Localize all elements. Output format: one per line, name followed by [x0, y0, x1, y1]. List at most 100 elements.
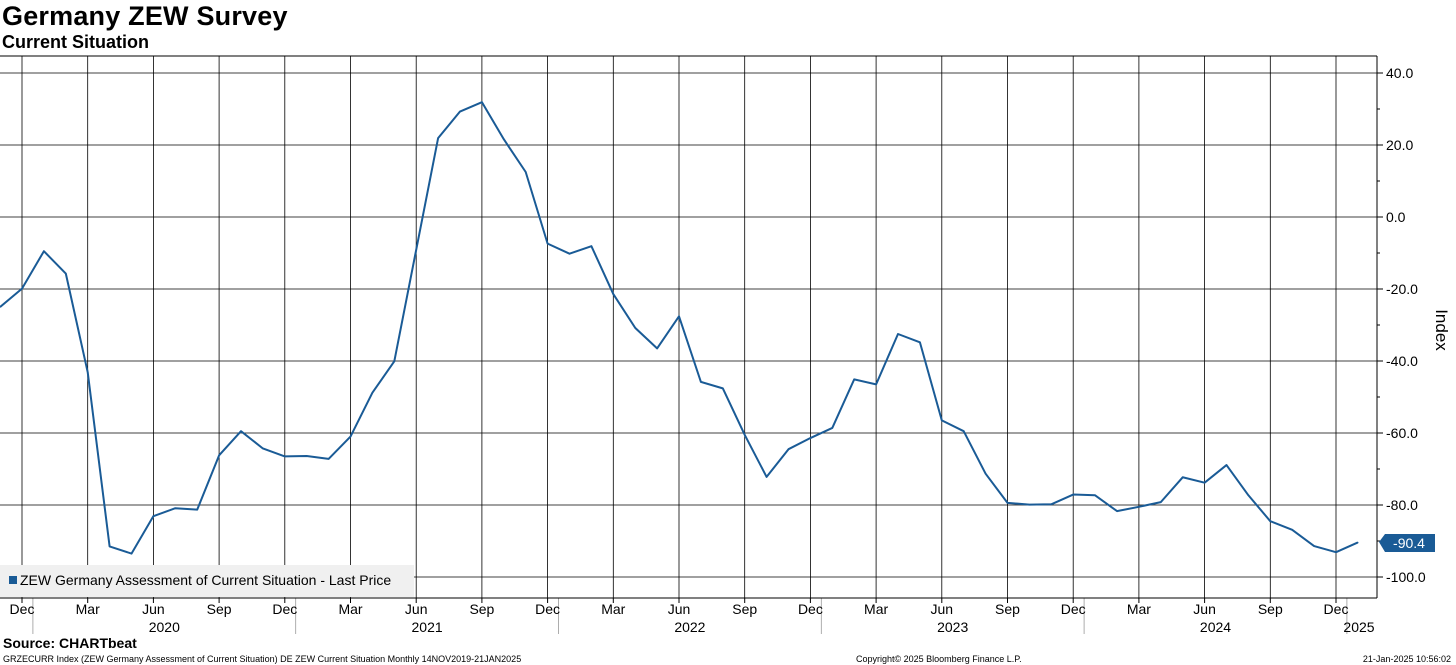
x-month-label: Sep: [1258, 601, 1283, 617]
legend: ZEW Germany Assessment of Current Situat…: [0, 565, 414, 597]
data-point: [744, 434, 746, 436]
data-point: [65, 272, 67, 275]
data-point: [0, 306, 1, 308]
data-point: [1313, 545, 1315, 547]
data-point: [1028, 504, 1030, 506]
data-point: [897, 333, 899, 335]
data-point: [415, 249, 417, 251]
x-month-label: Dec: [1324, 601, 1349, 617]
x-year-label: 2023: [937, 619, 968, 635]
data-point: [328, 458, 330, 460]
footer-timestamp: 21-Jan-2025 10:56:02: [1362, 654, 1451, 664]
x-month-label: Dec: [10, 601, 35, 617]
legend-swatch: [9, 576, 17, 584]
x-month-label: Mar: [1127, 601, 1151, 617]
x-month-label: Dec: [1061, 601, 1086, 617]
data-point: [503, 138, 505, 140]
data-point: [547, 243, 549, 245]
data-point: [1182, 476, 1184, 478]
data-point: [284, 455, 286, 457]
data-point: [262, 447, 264, 450]
x-month-label: Jun: [1193, 601, 1216, 617]
x-year-label: 2022: [674, 619, 705, 635]
y-tick-label: 20.0: [1386, 137, 1413, 153]
footer-description: GRZECURR Index (ZEW Germany Assessment o…: [3, 654, 522, 664]
data-point: [1335, 551, 1337, 553]
data-point: [1357, 541, 1359, 544]
data-point: [174, 507, 176, 509]
axes: [0, 55, 1383, 634]
data-point: [875, 383, 877, 385]
data-point: [612, 293, 614, 295]
data-point: [1050, 503, 1052, 505]
last-value-marker: [1379, 534, 1435, 552]
data-point: [1006, 502, 1009, 504]
data-point: [1204, 482, 1206, 484]
x-year-label: 2021: [412, 619, 443, 635]
axis-labels: 40.0 20.0 0.0 -20.0 -40.0 -60.0 -80.0 -100.0 Dec…: [10, 65, 1451, 635]
data-point: [481, 101, 483, 103]
data-point: [766, 476, 768, 478]
data-point: [722, 387, 724, 389]
data-point: [393, 360, 395, 362]
x-month-label: Sep: [207, 601, 232, 617]
chart-subtitle: Current Situation: [2, 32, 149, 52]
data-point: [306, 455, 308, 457]
x-month-label: Jun: [142, 601, 165, 617]
data-point: [349, 436, 352, 438]
y-tick-label: -60.0: [1386, 425, 1418, 441]
grid-lines: [0, 56, 1377, 598]
data-point: [809, 437, 812, 439]
y-tick-label: -40.0: [1386, 353, 1418, 369]
y-tick-label: 0.0: [1386, 209, 1406, 225]
x-month-label: Sep: [469, 601, 494, 617]
data-point: [87, 371, 89, 373]
x-month-label: Dec: [272, 601, 297, 617]
x-month-label: Jun: [668, 601, 691, 617]
y-tick-label: -80.0: [1386, 497, 1418, 513]
data-point: [1225, 464, 1228, 466]
data-point: [437, 137, 439, 139]
x-year-label: 2024: [1200, 619, 1231, 635]
x-year-label: 2020: [149, 619, 180, 635]
data-point: [152, 515, 154, 517]
data-point: [1094, 494, 1096, 496]
data-point: [1138, 506, 1140, 508]
data-point: [853, 378, 855, 380]
data-point: [130, 553, 133, 555]
data-point: [1291, 529, 1293, 531]
data-point: [1269, 520, 1271, 522]
footer-copyright: Copyright© 2025 Bloomberg Finance L.P.: [856, 654, 1022, 664]
source-note: Source: CHARTbeat: [3, 635, 137, 651]
legend-label: ZEW Germany Assessment of Current Situat…: [20, 572, 391, 588]
x-month-label: Mar: [864, 601, 888, 617]
x-month-label: Sep: [995, 601, 1020, 617]
y-tick-label: -20.0: [1386, 281, 1418, 297]
data-point: [218, 454, 220, 456]
last-value-badge: -90.4: [1379, 534, 1435, 552]
data-point: [590, 245, 593, 247]
series-layer: [0, 101, 1359, 555]
y-axis-title: Index: [1432, 309, 1451, 351]
data-point: [109, 545, 111, 548]
x-month-label: Mar: [338, 601, 362, 617]
legend-background: [0, 565, 414, 597]
data-point: [678, 315, 680, 317]
data-point: [459, 110, 461, 113]
data-point: [568, 253, 571, 255]
data-point: [21, 288, 23, 290]
data-point: [1160, 501, 1162, 503]
data-point: [919, 341, 921, 343]
data-point: [941, 419, 943, 421]
data-point: [985, 473, 987, 475]
data-point: [656, 347, 658, 349]
data-point: [1247, 494, 1249, 496]
data-point: [371, 392, 373, 394]
data-point: [196, 509, 198, 511]
data-point: [634, 327, 636, 329]
x-month-label: Mar: [76, 601, 100, 617]
data-point: [43, 250, 45, 252]
y-tick-label: 40.0: [1386, 65, 1413, 81]
last-value-label: -90.4: [1393, 535, 1425, 551]
